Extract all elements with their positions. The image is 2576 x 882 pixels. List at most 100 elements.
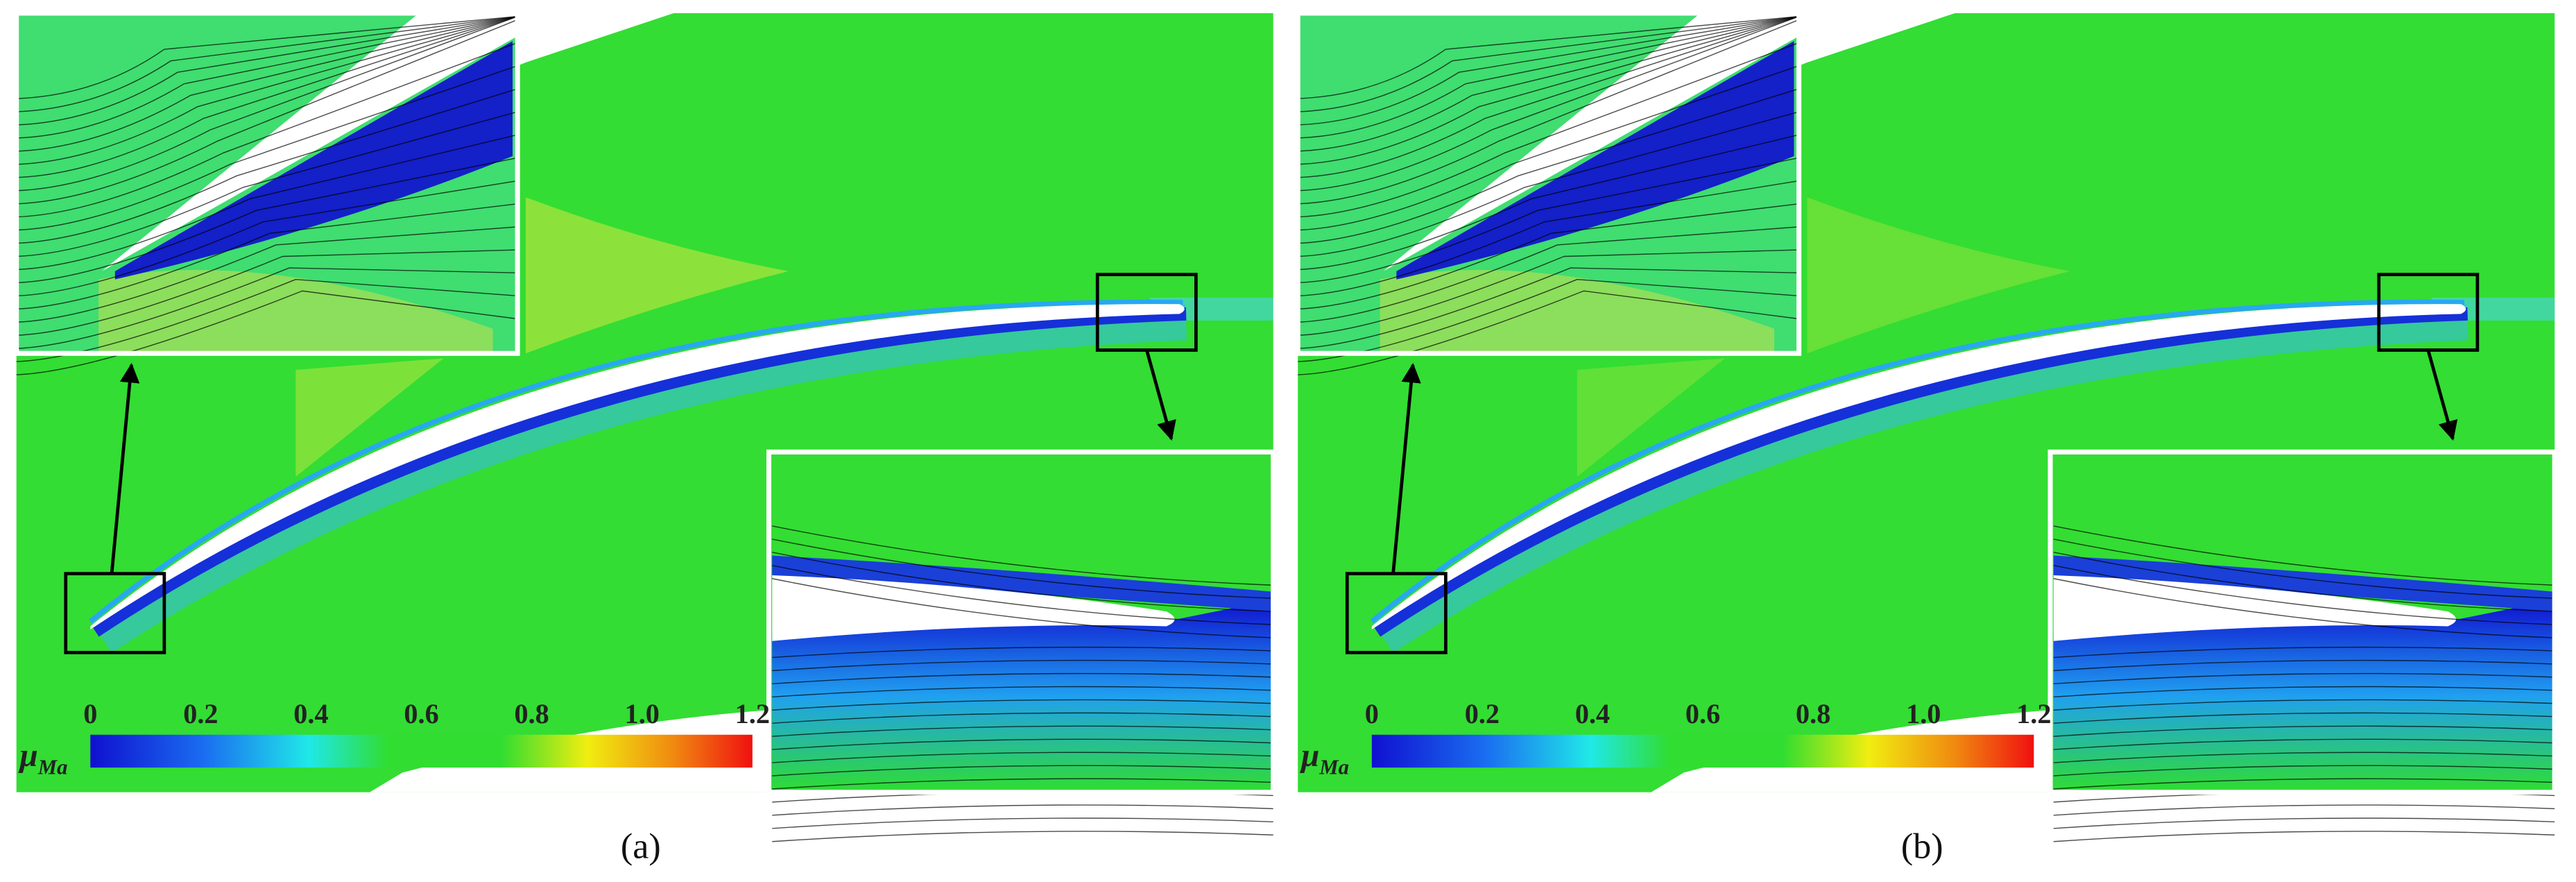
streamline [1298, 157, 1799, 284]
streamline [2053, 738, 2555, 750]
streamline [772, 578, 1273, 638]
inset-leading-edge [1295, 10, 1802, 375]
panel-label: (b) [1901, 826, 1943, 866]
streamline [2053, 699, 2555, 711]
streamline [772, 804, 1273, 816]
colorbar-tick-label: 0.6 [1685, 698, 1720, 729]
streamline [772, 712, 1273, 724]
colorbar-subscript: Ma [1319, 756, 1349, 779]
streamline [772, 686, 1273, 698]
streamline [772, 525, 1273, 586]
streamline [1298, 249, 1799, 336]
colorbar-tick-label: 0.2 [183, 698, 218, 729]
streamline [2053, 712, 2555, 724]
streamline [16, 15, 518, 126]
colorbar-tick-label: 0.6 [404, 698, 438, 729]
colorbar-label: μMa [1299, 738, 1349, 779]
inset-trailing-edge [2047, 449, 2557, 842]
suction-layer [89, 299, 1183, 624]
streamline [1298, 15, 1799, 139]
streamline [2053, 817, 2555, 829]
inset-zone [98, 270, 493, 354]
colorbar-tick-label: 1.2 [735, 698, 770, 729]
streamline [16, 42, 518, 218]
high-mach-zone [1577, 358, 1726, 477]
streamline [772, 817, 1273, 829]
streamline [16, 278, 518, 362]
streamline [1298, 15, 1799, 99]
arrow [110, 363, 140, 574]
colorbar-symbol: μ [17, 738, 37, 774]
streamline [1298, 16, 1799, 178]
streamline [16, 290, 518, 375]
streamline [16, 249, 518, 336]
panel-label: (a) [621, 826, 661, 866]
streamline [1298, 88, 1799, 244]
wall-gap [517, 12, 674, 66]
streamline [772, 646, 1273, 659]
inset-blade [2053, 575, 2457, 641]
streamline [16, 15, 518, 139]
streamline [1298, 267, 1799, 349]
arrow [1391, 363, 1421, 574]
streamline [2053, 765, 2555, 777]
streamline [772, 831, 1273, 842]
streamline [772, 538, 1273, 599]
arrow [2426, 349, 2458, 441]
streamline [1298, 15, 1799, 152]
streamline [16, 157, 518, 284]
blade [1371, 304, 2466, 630]
streamline [1298, 203, 1799, 310]
streamline [1298, 134, 1799, 271]
colorbar-tick-label: 0.8 [514, 698, 549, 729]
panel: 0 0.2 0.4 0.6 0.8 1.0 1.2 μMa (a) [14, 10, 1276, 866]
streamline [2053, 565, 2555, 625]
streamline [2053, 725, 2555, 737]
streamline [16, 65, 518, 231]
streamline [16, 16, 518, 192]
inset-trailing-edge [766, 449, 1276, 842]
boundary-layer [1373, 307, 2468, 637]
inset-leading-edge [14, 10, 520, 375]
streamline [1298, 290, 1799, 375]
streamline [16, 267, 518, 349]
streamline [2053, 578, 2555, 638]
streamline [1298, 16, 1799, 165]
streamline [1298, 19, 1799, 205]
colorbar-tick-label: 0.4 [293, 698, 328, 729]
inset-border [2047, 449, 2557, 795]
zoom-box [1345, 572, 1448, 654]
inset-layer [772, 555, 1273, 612]
separation-bubble [1396, 41, 1794, 280]
inset-blade [1383, 12, 1799, 271]
colorbar-tick-label: 0.8 [1796, 698, 1830, 729]
streamline [2053, 538, 2555, 599]
inset-border [14, 10, 520, 356]
streamline [16, 88, 518, 244]
streamline [2053, 672, 2555, 685]
high-mach-zone [1807, 197, 2070, 354]
colorbar-symbol: μ [1299, 738, 1319, 774]
streamline [1298, 65, 1799, 231]
colorbar-tick-label: 0.4 [1575, 698, 1610, 729]
streamline [16, 134, 518, 271]
streamline [16, 15, 518, 112]
streamline [2053, 552, 2555, 612]
blade [90, 304, 1185, 630]
wall-gap [1798, 12, 1955, 66]
streamline [1298, 15, 1799, 112]
streamline [772, 738, 1273, 750]
streamline [2053, 646, 2555, 659]
inset-zone [1380, 270, 1775, 354]
streamline [772, 778, 1273, 790]
streamline [772, 552, 1273, 612]
boundary-layer [1373, 304, 2468, 653]
streamline [16, 15, 518, 152]
colorbar-tick-label: 0 [83, 698, 97, 729]
streamline [16, 16, 518, 165]
streamline [16, 203, 518, 310]
streamline [772, 725, 1273, 737]
inset-border [766, 449, 1276, 795]
colorbar-label: μMa [17, 738, 67, 779]
